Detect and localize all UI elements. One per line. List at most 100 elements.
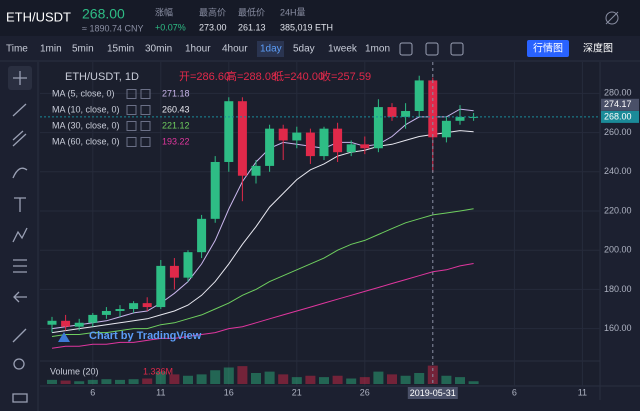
volume-bar xyxy=(400,375,411,384)
candle-body xyxy=(129,303,139,310)
toolbar-icon[interactable] xyxy=(399,42,413,56)
interval-active-bg xyxy=(257,41,284,57)
ohlc-value: 开=286.60 xyxy=(179,71,230,83)
volume-bar xyxy=(278,374,289,384)
y-tick-label: 260.00 xyxy=(604,127,632,137)
legend-close[interactable] xyxy=(140,137,151,147)
volume-bar xyxy=(468,381,479,384)
text-tool[interactable] xyxy=(14,197,26,212)
prediction-tool[interactable] xyxy=(13,259,27,273)
candle-body xyxy=(88,314,98,323)
x-tick-label: 6 xyxy=(90,387,95,397)
legend-toggle[interactable] xyxy=(126,137,137,147)
interval-button[interactable]: 1week xyxy=(328,44,358,55)
stat-label: 涨幅 xyxy=(155,6,173,17)
volume-bar xyxy=(155,371,166,384)
trendline-tool[interactable] xyxy=(12,103,27,117)
magnet-tool[interactable] xyxy=(12,393,28,403)
volume-bar xyxy=(74,381,85,384)
interval-button[interactable]: Time xyxy=(6,44,28,55)
y-tick-label: 240.00 xyxy=(604,166,632,176)
interval-button[interactable]: 30min xyxy=(145,44,172,55)
volume-bar xyxy=(455,377,465,384)
legend-close[interactable] xyxy=(140,121,151,131)
volume-bar xyxy=(60,380,71,384)
back-tool[interactable] xyxy=(13,291,27,303)
x-tick-label: 16 xyxy=(224,387,234,397)
candle-body xyxy=(74,322,84,327)
toolbar-icon[interactable] xyxy=(450,42,464,56)
candle-body xyxy=(61,320,71,327)
interval-button[interactable]: 5min xyxy=(72,44,94,55)
view-button[interactable]: 行情图 xyxy=(533,42,563,55)
interval-button[interactable]: 15min xyxy=(107,44,134,55)
volume-bar xyxy=(373,371,384,384)
brush-tool[interactable] xyxy=(12,167,28,179)
interval-button[interactable]: 4hour xyxy=(222,44,248,55)
candle-body xyxy=(441,120,451,138)
y-tick-label: 160.00 xyxy=(604,323,632,333)
candle-body xyxy=(455,116,465,121)
legend-value: 271.18 xyxy=(162,88,190,98)
candle-body xyxy=(169,265,179,278)
y-tick-label: 280.00 xyxy=(604,88,632,98)
legend-name: MA (60, close, 0) xyxy=(52,136,120,146)
toolbar-icon[interactable] xyxy=(425,42,439,56)
legend-toggle[interactable] xyxy=(126,105,137,115)
legend-value: 193.22 xyxy=(162,136,190,146)
view-button[interactable]: 深度图 xyxy=(583,42,613,55)
volume-bar xyxy=(237,366,248,384)
pattern-tool[interactable] xyxy=(12,227,28,243)
volume-bar xyxy=(387,374,397,384)
volume-bar xyxy=(305,375,316,384)
cursor-tool[interactable] xyxy=(13,71,27,85)
header-bar xyxy=(0,0,640,36)
candle-body xyxy=(387,107,397,117)
ruler-tool[interactable] xyxy=(12,328,27,343)
volume-bar xyxy=(196,374,207,384)
candle-body xyxy=(115,309,125,311)
candle-body xyxy=(414,80,424,112)
interval-button[interactable]: 5day xyxy=(293,44,315,55)
volume-bar xyxy=(101,379,112,384)
volume-bar xyxy=(319,377,329,384)
chart-title: ETH/USDT, 1D xyxy=(65,71,139,83)
volume-title: Volume (20) xyxy=(50,366,99,376)
theme-icon[interactable] xyxy=(605,11,619,25)
legend-close[interactable] xyxy=(140,105,151,115)
watermark-icon xyxy=(58,332,70,342)
stat-label: 最低价 xyxy=(238,6,265,17)
interval-button[interactable]: 1hour xyxy=(185,44,211,55)
ma-line xyxy=(51,130,474,334)
interval-button[interactable]: 1day xyxy=(260,44,282,55)
legend-value: 221.12 xyxy=(162,120,190,130)
watermark: Chart by TradingView xyxy=(89,330,202,342)
volume-bar xyxy=(87,379,98,384)
ma-line xyxy=(51,108,474,330)
legend-close[interactable] xyxy=(140,89,151,99)
legend-toggle[interactable] xyxy=(126,89,137,99)
fib-tool[interactable] xyxy=(12,130,27,147)
stat-value: +0.07% xyxy=(155,22,186,32)
zoom-tool[interactable] xyxy=(13,358,25,370)
volume-bar xyxy=(332,375,343,384)
candle-body xyxy=(265,128,275,166)
stat-value: 273.00 xyxy=(199,22,227,32)
volume-bar xyxy=(264,371,275,384)
volume-bar xyxy=(128,379,139,384)
volume-bar xyxy=(346,378,357,384)
ohlc-value: 低=240.00 xyxy=(273,70,324,83)
volume-bar xyxy=(169,374,180,384)
x-tick-label: 11 xyxy=(578,387,587,397)
candle-body xyxy=(346,144,356,153)
stat-label: 最高价 xyxy=(199,6,226,17)
legend-toggle[interactable] xyxy=(126,121,137,131)
cny-price: ≈ 1890.74 CNY xyxy=(82,23,143,33)
interval-button[interactable]: 1mon xyxy=(365,44,390,55)
pair: ETH/USDT xyxy=(6,9,71,24)
candle-body xyxy=(373,107,383,149)
tool-sidebar xyxy=(0,62,39,411)
interval-button[interactable]: 1min xyxy=(40,44,62,55)
ma-line xyxy=(51,208,474,337)
